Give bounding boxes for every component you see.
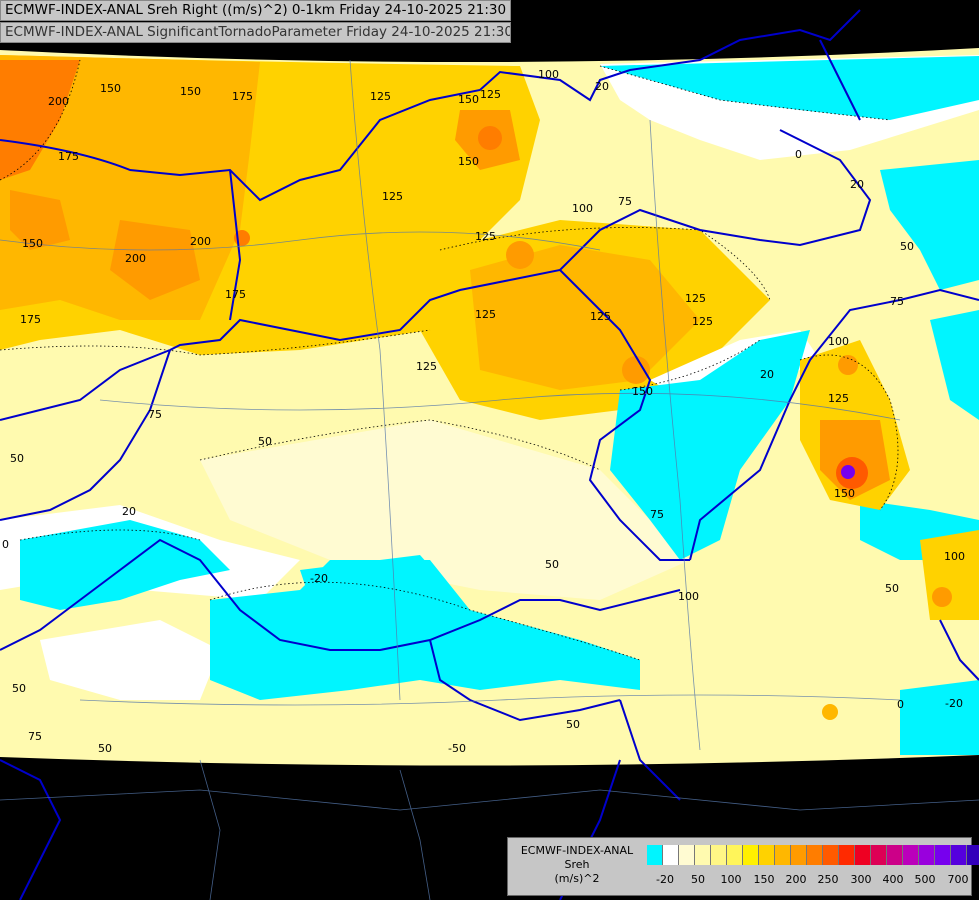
color-legend: ECMWF-INDEX-ANAL Sreh (m/s)^2 -20 50 100 15… xyxy=(507,837,979,896)
contour-label: 125 xyxy=(828,392,849,405)
contour-label: 50 xyxy=(900,240,914,253)
legend-ticks: -20 50 100 150 200 250 300 400 500 700 xyxy=(647,873,969,889)
contour-label: 75 xyxy=(148,408,162,421)
contour-label: 125 xyxy=(370,90,391,103)
legend-tick-label: 50 xyxy=(691,873,705,886)
legend-swatch xyxy=(679,845,695,865)
contour-label: 20 xyxy=(122,505,136,518)
legend-title: ECMWF-INDEX-ANAL Sreh (m/s)^2 xyxy=(512,844,642,886)
legend-swatch xyxy=(791,845,807,865)
legend-swatch xyxy=(823,845,839,865)
contour-label: 150 xyxy=(100,82,121,95)
contour-label: 125 xyxy=(382,190,403,203)
contour-label: 50 xyxy=(258,435,272,448)
legend-swatch xyxy=(855,845,871,865)
contour-label: -20 xyxy=(945,697,963,710)
legend-swatch xyxy=(871,845,887,865)
legend-swatch xyxy=(839,845,855,865)
legend-tick-label: 400 xyxy=(882,873,904,886)
contour-label: 0 xyxy=(897,698,904,711)
contour-label: 0 xyxy=(2,538,9,551)
legend-tick-label: 250 xyxy=(817,873,839,886)
legend-swatch xyxy=(695,845,711,865)
legend-swatch xyxy=(727,845,743,865)
legend-variable: Sreh xyxy=(564,858,590,871)
legend-tick-label: 700 xyxy=(947,873,969,886)
legend-swatch xyxy=(951,845,967,865)
contour-label: 125 xyxy=(416,360,437,373)
contour-label: 20 xyxy=(595,80,609,93)
contour-label: 100 xyxy=(944,550,965,563)
chart-title-line-2: ECMWF-INDEX-ANAL SignificantTornadoParam… xyxy=(0,22,511,43)
legend-tick-label: -20 xyxy=(656,873,674,886)
legend-tick-label: 200 xyxy=(785,873,807,886)
legend-swatch xyxy=(743,845,759,865)
contour-label: 50 xyxy=(12,682,26,695)
contour-label: -20 xyxy=(310,572,328,585)
contour-label: 150 xyxy=(22,237,43,250)
chart-title-line-1: ECMWF-INDEX-ANAL Sreh Right ((m/s)^2) 0-… xyxy=(0,0,511,21)
contour-label: 0 xyxy=(795,148,802,161)
contour-label: 75 xyxy=(618,195,632,208)
contour-label: 50 xyxy=(885,582,899,595)
legend-swatch xyxy=(775,845,791,865)
cyan-ne xyxy=(600,56,979,120)
contour-label: 200 xyxy=(48,95,69,108)
legend-swatch xyxy=(919,845,935,865)
legend-model: ECMWF-INDEX-ANAL xyxy=(520,844,634,857)
legend-tick-label: 500 xyxy=(914,873,936,886)
contour-label: 150 xyxy=(632,385,653,398)
contour-label: 75 xyxy=(650,508,664,521)
contour-label: 100 xyxy=(538,68,559,81)
contour-label: 200 xyxy=(190,235,211,248)
contour-label: 150 xyxy=(458,155,479,168)
contour-label: 150 xyxy=(834,487,855,500)
legend-swatch xyxy=(887,845,903,865)
contour-label: 175 xyxy=(225,288,246,301)
contour-label: 50 xyxy=(545,558,559,571)
contour-label: 200 xyxy=(125,252,146,265)
contour-label: 75 xyxy=(890,295,904,308)
contour-label: 125 xyxy=(685,292,706,305)
contour-label: 100 xyxy=(678,590,699,603)
contour-label: 125 xyxy=(590,310,611,323)
legend-tick-label: 100 xyxy=(720,873,742,886)
cyan-center-east xyxy=(610,330,810,560)
legend-swatch xyxy=(807,845,823,865)
contour-label: 125 xyxy=(480,88,501,101)
legend-swatch xyxy=(903,845,919,865)
legend-swatch xyxy=(663,845,679,865)
contour-label: 125 xyxy=(475,308,496,321)
contour-label: 50 xyxy=(98,742,112,755)
contour-label: 150 xyxy=(180,85,201,98)
legend-tick-label: 150 xyxy=(753,873,775,886)
contour-label: 20 xyxy=(760,368,774,381)
cyan-west xyxy=(20,520,230,610)
contour-label: -50 xyxy=(448,742,466,755)
contour-label: 175 xyxy=(58,150,79,163)
legend-swatch xyxy=(935,845,951,865)
legend-swatch xyxy=(967,845,979,865)
contour-label: 150 xyxy=(458,93,479,106)
legend-units: (m/s)^2 xyxy=(554,872,600,885)
legend-swatches xyxy=(647,845,979,865)
legend-swatch xyxy=(759,845,775,865)
contour-label: 50 xyxy=(10,452,24,465)
contour-label: 75 xyxy=(28,730,42,743)
contour-label: 175 xyxy=(20,313,41,326)
contour-label: 50 xyxy=(566,718,580,731)
contour-label: 100 xyxy=(572,202,593,215)
contour-label: 100 xyxy=(828,335,849,348)
legend-swatch xyxy=(647,845,663,865)
legend-tick-label: 300 xyxy=(850,873,872,886)
contour-label: 125 xyxy=(692,315,713,328)
contour-label: 20 xyxy=(850,178,864,191)
contour-label: 125 xyxy=(475,230,496,243)
legend-swatch xyxy=(711,845,727,865)
contour-label: 175 xyxy=(232,90,253,103)
